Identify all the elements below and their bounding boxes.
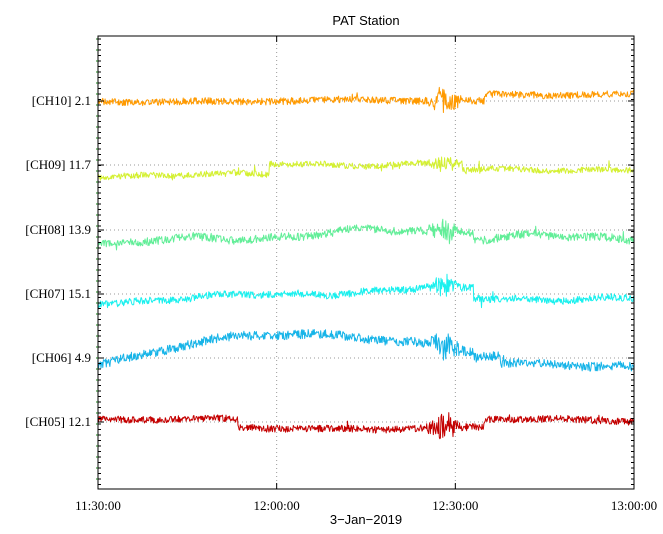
x-axis: 11:30:00 12:00:00 12:30:00 13:00:00 bbox=[75, 36, 657, 513]
minor-ticks bbox=[96, 38, 634, 485]
series-line bbox=[97, 218, 635, 251]
y-tick-label: [CH07] 15.1 bbox=[25, 286, 91, 301]
y-tick-label: [CH06] 4.9 bbox=[32, 350, 91, 365]
y-tick-label: [CH09] 11.7 bbox=[26, 157, 92, 172]
x-axis-label: 3−Jan−2019 bbox=[330, 512, 402, 527]
y-tick-label: [CH10] 2.1 bbox=[32, 93, 91, 108]
y-tick-label: [CH05] 12.1 bbox=[25, 414, 91, 429]
series-line bbox=[97, 86, 635, 113]
x-tick-label: 12:00:00 bbox=[254, 498, 300, 513]
series-line bbox=[97, 412, 635, 440]
x-tick-label: 13:00:00 bbox=[611, 498, 657, 513]
y-tick-label: [CH08] 13.9 bbox=[25, 222, 91, 237]
plot-frame bbox=[97, 35, 635, 490]
series-line bbox=[97, 273, 634, 309]
series-line bbox=[97, 329, 635, 372]
y-axis: [CH10] 2.1 [CH09] 11.7 [CH08] 13.9 [CH07] 1… bbox=[25, 93, 634, 429]
x-tick-label: 11:30:00 bbox=[75, 498, 121, 513]
chart-title: PAT Station bbox=[332, 13, 399, 28]
x-tick-label: 12:30:00 bbox=[432, 498, 478, 513]
series-traces bbox=[97, 86, 635, 440]
series-line bbox=[97, 156, 635, 181]
